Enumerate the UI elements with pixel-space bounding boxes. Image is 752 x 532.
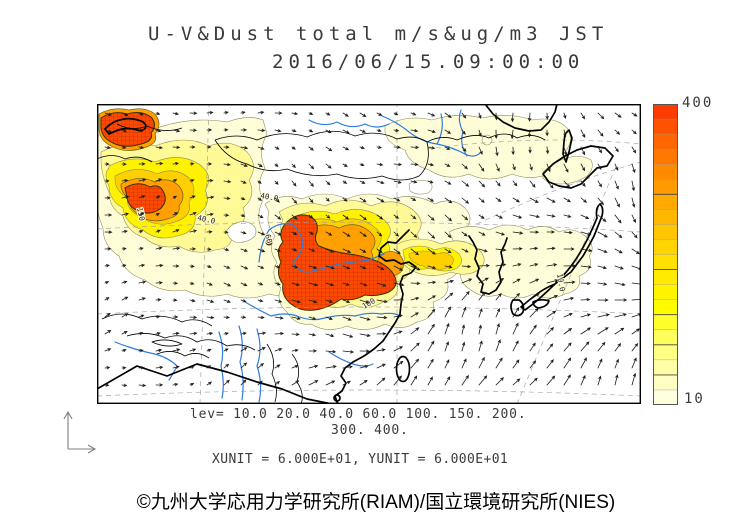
unit-vector-axes [63, 410, 97, 454]
colorbar [653, 104, 678, 409]
colorbar-min-label: 10 [684, 391, 705, 407]
y-unit-arrow [63, 410, 73, 449]
vector-units-line: XUNIT = 6.000E+01, YUNIT = 6.000E+01 [212, 452, 509, 467]
contour-levels-line2: 300. 400. [331, 423, 409, 438]
graticule [97, 104, 641, 404]
wind-arrows [104, 111, 641, 387]
plot-datetime: 2016/06/15.09:00:00 [272, 51, 585, 73]
svg-text:40.0: 40.0 [260, 191, 280, 203]
rivers [114, 109, 482, 403]
map-frame [97, 104, 641, 404]
svg-text:10.0: 10.0 [555, 273, 567, 293]
plot-title: U-V&Dust total m/s&ug/m3 JST [148, 23, 609, 45]
contour-levels-line1: lev= 10.0 20.0 40.0 60.0 100. 150. 200. [190, 407, 527, 422]
svg-text:60: 60 [263, 233, 274, 245]
x-unit-arrow [68, 444, 97, 454]
colorbar-max-label: 400 [682, 95, 714, 111]
credit-line: ©九州大学応用力学研究所(RIAM)/国立環境研究所(NIES) [136, 492, 616, 513]
